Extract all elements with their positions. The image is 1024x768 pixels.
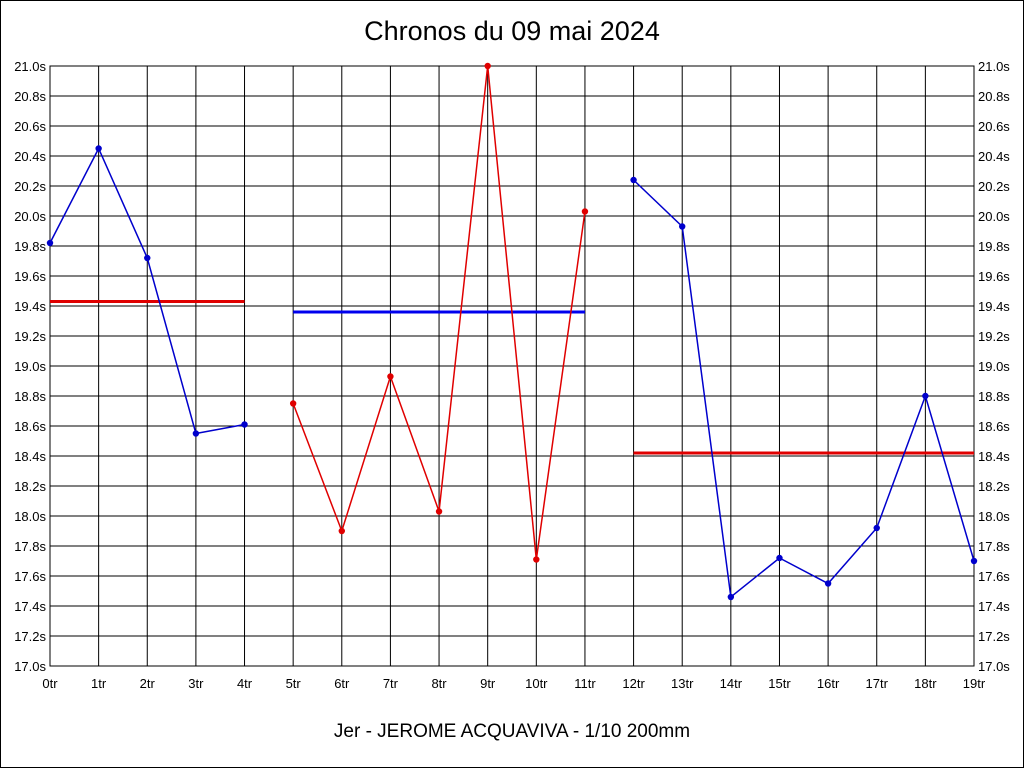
y-tick-label-left: 18.8s	[14, 389, 46, 404]
x-tick-label: 2tr	[140, 676, 156, 691]
x-tick-label: 17tr	[866, 676, 889, 691]
y-tick-label-right: 19.8s	[978, 239, 1010, 254]
y-tick-label-right: 20.0s	[978, 209, 1010, 224]
y-tick-label-left: 19.2s	[14, 329, 46, 344]
data-point	[192, 430, 200, 437]
data-point	[776, 554, 783, 562]
series-line	[633, 179, 975, 599]
data-point	[46, 239, 54, 247]
data-point	[95, 145, 102, 152]
y-tick-label-right: 20.2s	[978, 179, 1010, 194]
data-point	[289, 400, 297, 407]
y-tick-label-left: 18.4s	[14, 449, 46, 464]
x-tick-label: 3tr	[188, 676, 204, 691]
y-tick-label-right: 18.8s	[978, 389, 1010, 404]
y-tick-label-left: 20.6s	[14, 119, 46, 134]
y-tick-label-right: 17.6s	[978, 569, 1010, 584]
y-tick-label-left: 17.4s	[14, 599, 46, 614]
x-tick-label: 13tr	[671, 676, 694, 691]
y-tick-labels-right: 17.0s 17.2s 17.4s 17.6s 17.8s 18.0s 18.2s 18.4s…	[978, 59, 1010, 674]
data-point	[970, 557, 978, 565]
x-tick-label: 5tr	[286, 676, 302, 691]
x-tick-label: 10tr	[525, 676, 548, 691]
data-point	[630, 176, 637, 184]
y-tick-label-left: 17.8s	[14, 539, 46, 554]
y-tick-label-left: 17.6s	[14, 569, 46, 584]
x-tick-label: 19tr	[963, 676, 986, 691]
y-tick-label-left: 18.0s	[14, 509, 46, 524]
data-point	[824, 580, 832, 587]
y-tick-label-left: 21.0s	[14, 59, 46, 74]
x-tick-label: 15tr	[768, 676, 791, 691]
y-tick-label-left: 19.4s	[14, 299, 46, 314]
x-tick-label: 9tr	[480, 676, 496, 691]
y-tick-label-left: 20.2s	[14, 179, 46, 194]
x-tick-labels: 0tr 1tr 2tr 3tr 4tr 5tr 6tr 7tr 8tr 9tr 10tr 11tr 12…	[42, 676, 985, 691]
x-tick-label: 18tr	[914, 676, 937, 691]
y-tick-label-right: 19.4s	[978, 299, 1010, 314]
y-tick-label-right: 17.4s	[978, 599, 1010, 614]
series	[46, 62, 978, 601]
y-tick-label-right: 19.0s	[978, 359, 1010, 374]
x-tick-label: 16tr	[817, 676, 840, 691]
data-point	[581, 208, 589, 215]
y-tick-label-right: 20.6s	[978, 119, 1010, 134]
data-point	[922, 392, 929, 400]
average-lines	[50, 300, 974, 455]
y-tick-label-right: 19.2s	[978, 329, 1010, 344]
data-point	[241, 421, 248, 428]
y-tick-label-left: 17.2s	[14, 629, 46, 644]
y-tick-label-right: 19.6s	[978, 269, 1010, 284]
x-tick-label: 8tr	[431, 676, 447, 691]
y-tick-label-right: 18.0s	[978, 509, 1010, 524]
y-tick-label-right: 17.2s	[978, 629, 1010, 644]
data-point	[387, 373, 394, 380]
data-point	[873, 524, 880, 532]
y-tick-label-right: 18.2s	[978, 479, 1010, 494]
data-point	[435, 508, 443, 515]
x-tick-label: 6tr	[334, 676, 350, 691]
x-tick-label: 4tr	[237, 676, 253, 691]
x-tick-label: 1tr	[91, 676, 107, 691]
data-point	[727, 593, 735, 601]
data-point	[679, 223, 686, 230]
y-tick-label-left: 19.6s	[14, 269, 46, 284]
y-tick-label-left: 18.6s	[14, 419, 46, 434]
y-tick-label-left: 20.8s	[14, 89, 46, 104]
x-tick-label: 7tr	[383, 676, 399, 691]
y-tick-labels-left: 17.0s 17.2s 17.4s 17.6s 17.8s 18.0s 18.2s 18.4s…	[14, 59, 46, 674]
y-tick-label-left: 20.4s	[14, 149, 46, 164]
grid	[49, 65, 975, 667]
x-tick-label: 14tr	[720, 676, 743, 691]
y-tick-label-right: 21.0s	[978, 59, 1010, 74]
chart-title: Chronos du 09 mai 2024	[364, 16, 660, 46]
x-tick-label: 11tr	[574, 676, 596, 691]
data-point	[338, 527, 345, 535]
chart-caption: Jer - JEROME ACQUAVIVA - 1/10 200mm	[333, 721, 691, 742]
plot-border	[49, 65, 975, 667]
y-tick-label-right: 20.4s	[978, 149, 1010, 164]
y-tick-label-left: 19.0s	[14, 359, 46, 374]
data-point	[533, 556, 540, 563]
y-tick-label-right: 17.0s	[978, 659, 1010, 674]
y-tick-label-left: 18.2s	[14, 479, 46, 494]
y-tick-label-right: 18.4s	[978, 449, 1010, 464]
y-tick-label-right: 20.8s	[978, 89, 1010, 104]
y-tick-label-right: 17.8s	[978, 539, 1010, 554]
x-tick-label: 0tr	[42, 676, 58, 691]
y-tick-label-left: 17.0s	[14, 659, 46, 674]
y-tick-label-left: 20.0s	[14, 209, 46, 224]
y-tick-label-left: 19.8s	[14, 239, 46, 254]
data-point	[484, 62, 491, 70]
data-point	[144, 254, 151, 262]
x-tick-label: 12tr	[622, 676, 645, 691]
y-tick-label-right: 18.6s	[978, 419, 1010, 434]
